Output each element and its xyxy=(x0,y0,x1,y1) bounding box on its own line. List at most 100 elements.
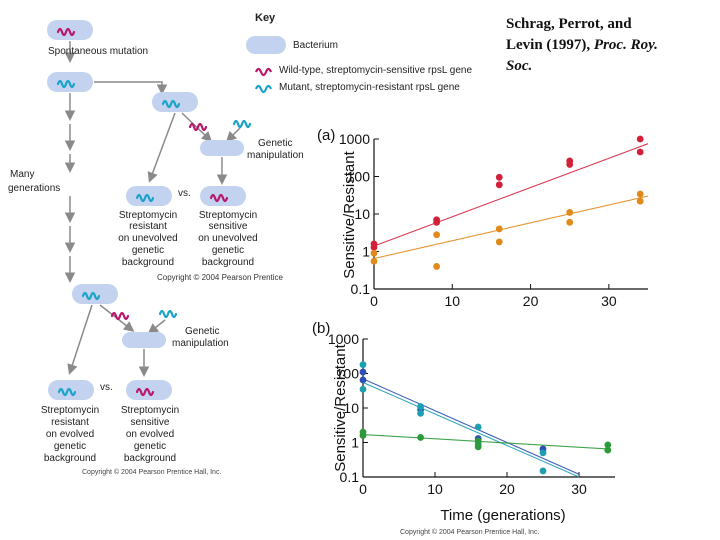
x-tick-label: 10 xyxy=(427,481,443,497)
x-tick-label: 30 xyxy=(601,293,617,309)
teal-data-point xyxy=(417,403,424,410)
y-axis-label-b: Sensitive/Resistant xyxy=(332,343,349,471)
x-tick-label: 30 xyxy=(571,481,587,497)
y-tick-label: 0.1 xyxy=(340,469,360,485)
wildtype-gene-icon xyxy=(254,67,273,77)
citation-line-3: Soc. xyxy=(506,56,706,77)
green-data-point xyxy=(604,441,612,449)
orange-data-point xyxy=(370,249,378,257)
orange-data-point xyxy=(566,209,574,216)
svg-text:on unevolved: on unevolved xyxy=(198,233,258,244)
x-tick-label: 20 xyxy=(499,481,515,497)
copyright-bottom: Copyright © 2004 Pearson Prentice Hall, … xyxy=(82,468,221,476)
orange-data-point xyxy=(566,218,574,226)
key-mutant-label: Mutant, streptomycin-resistant rpsL gene xyxy=(279,82,460,93)
green-fit-line xyxy=(362,434,608,450)
teal-data-point xyxy=(359,361,367,369)
svg-text:genetic: genetic xyxy=(132,245,164,256)
green-data-point xyxy=(474,443,482,451)
bacterium-swatch xyxy=(246,36,286,54)
orange-data-point xyxy=(495,238,503,246)
green-data-point xyxy=(359,432,367,439)
vs-label-2: vs. xyxy=(100,382,113,393)
manipulation-label-2: manipulation xyxy=(172,338,229,349)
copyright-top: Copyright © 2004 Pearson Prentice xyxy=(157,273,284,282)
key-bacterium-label: Bacterium xyxy=(293,40,338,51)
citation-journal: Proc. Roy. xyxy=(593,37,658,53)
red-data-point xyxy=(566,161,574,168)
green-data-point xyxy=(417,434,424,441)
red-fit-line xyxy=(373,143,649,247)
svg-text:Streptomycin: Streptomycin xyxy=(41,405,99,416)
genetic-label: Genetic xyxy=(258,138,292,149)
bottom-right-caption: Streptomycin sensitive on evolved geneti… xyxy=(121,405,179,464)
svg-text:background: background xyxy=(124,453,176,464)
mutant-gene-icon xyxy=(232,119,252,129)
orange-data-point xyxy=(495,225,503,233)
red-data-point xyxy=(636,135,644,143)
green-data-point xyxy=(474,437,482,445)
svg-text:Streptomycin: Streptomycin xyxy=(121,405,179,416)
svg-text:on evolved: on evolved xyxy=(126,429,174,440)
citation-journal-end: Soc. xyxy=(506,58,533,74)
svg-text:background: background xyxy=(122,257,174,268)
svg-text:genetic: genetic xyxy=(54,441,86,452)
blue-data-point xyxy=(359,376,367,384)
orange-data-point xyxy=(636,197,644,205)
orange-data-point xyxy=(636,190,644,198)
y-tick-label: 1000 xyxy=(339,131,370,147)
red-data-point xyxy=(433,218,441,226)
panel-label-b: (b) xyxy=(312,320,330,337)
x-tick-label: 10 xyxy=(444,293,460,309)
x-tick-label: 0 xyxy=(359,481,367,497)
y-tick-label: 100 xyxy=(347,169,371,185)
evolution-diagram: Spontaneous mutation Genetic manipulatio… xyxy=(8,20,304,476)
wildtype-gene-icon xyxy=(188,122,208,132)
teal-fit-line xyxy=(362,381,580,478)
bacterium-manipulated xyxy=(200,140,244,156)
key: Key Bacterium Wild-type, streptomycin-se… xyxy=(246,12,472,94)
svg-text:genetic: genetic xyxy=(134,441,166,452)
y-tick-label: 10 xyxy=(354,206,370,222)
y-tick-label: 100 xyxy=(336,366,360,382)
svg-text:background: background xyxy=(44,453,96,464)
y-tick-label: 1000 xyxy=(328,331,359,347)
citation-line-1: Schrag, Perrot, and xyxy=(506,16,632,32)
copyright-chart: Copyright © 2004 Pearson Prentice Hall, … xyxy=(400,528,539,536)
vs-label: vs. xyxy=(178,188,191,199)
svg-text:on unevolved: on unevolved xyxy=(118,233,178,244)
x-tick-label: 20 xyxy=(523,293,539,309)
citation-line-2: Levin (1997), Proc. Roy. xyxy=(506,35,706,56)
citation: Schrag, Perrot, and Levin (1997), Proc. … xyxy=(506,14,706,77)
y-tick-label: 1 xyxy=(362,244,370,260)
svg-text:genetic: genetic xyxy=(212,245,244,256)
svg-text:resistant: resistant xyxy=(51,417,89,428)
bacterium-evolved-manipulated xyxy=(122,332,166,348)
bottom-left-caption: Streptomycin resistant on evolved geneti… xyxy=(41,405,99,464)
red-data-point xyxy=(495,173,503,181)
teal-data-point xyxy=(539,449,547,457)
panel-label-a: (a) xyxy=(317,127,335,144)
mutant-gene-icon xyxy=(158,309,178,319)
chart-b: (b) Sensitive/Resistant Time (generation… xyxy=(312,320,615,524)
red-data-point xyxy=(495,181,503,189)
chart-a: (a) Sensitive/Resistant 0.1 1 10 100 1000 0 10… xyxy=(317,127,649,309)
citation-authors-year: Levin (1997), xyxy=(506,37,594,53)
teal-data-point xyxy=(539,467,547,475)
y-tick-label: 10 xyxy=(343,400,359,416)
orange-fit-line xyxy=(373,195,649,260)
svg-text:sensitive: sensitive xyxy=(131,417,170,428)
svg-text:Streptomycin: Streptomycin xyxy=(119,210,177,221)
y-tick-label: 1 xyxy=(351,435,359,451)
svg-text:sensitive: sensitive xyxy=(209,221,248,232)
teal-data-point xyxy=(474,423,482,431)
teal-data-point xyxy=(417,409,424,417)
red-data-point xyxy=(636,148,644,156)
top-left-caption: Streptomycin resistant on unevolved gene… xyxy=(118,210,178,268)
key-wildtype-label: Wild-type, streptomycin-sensitive rpsL g… xyxy=(279,65,472,76)
blue-data-point xyxy=(359,368,367,376)
key-title: Key xyxy=(255,12,276,24)
top-right-caption: Streptomycin sensitive on unevolved gene… xyxy=(198,210,258,268)
genetic-label-2: Genetic xyxy=(185,326,219,337)
